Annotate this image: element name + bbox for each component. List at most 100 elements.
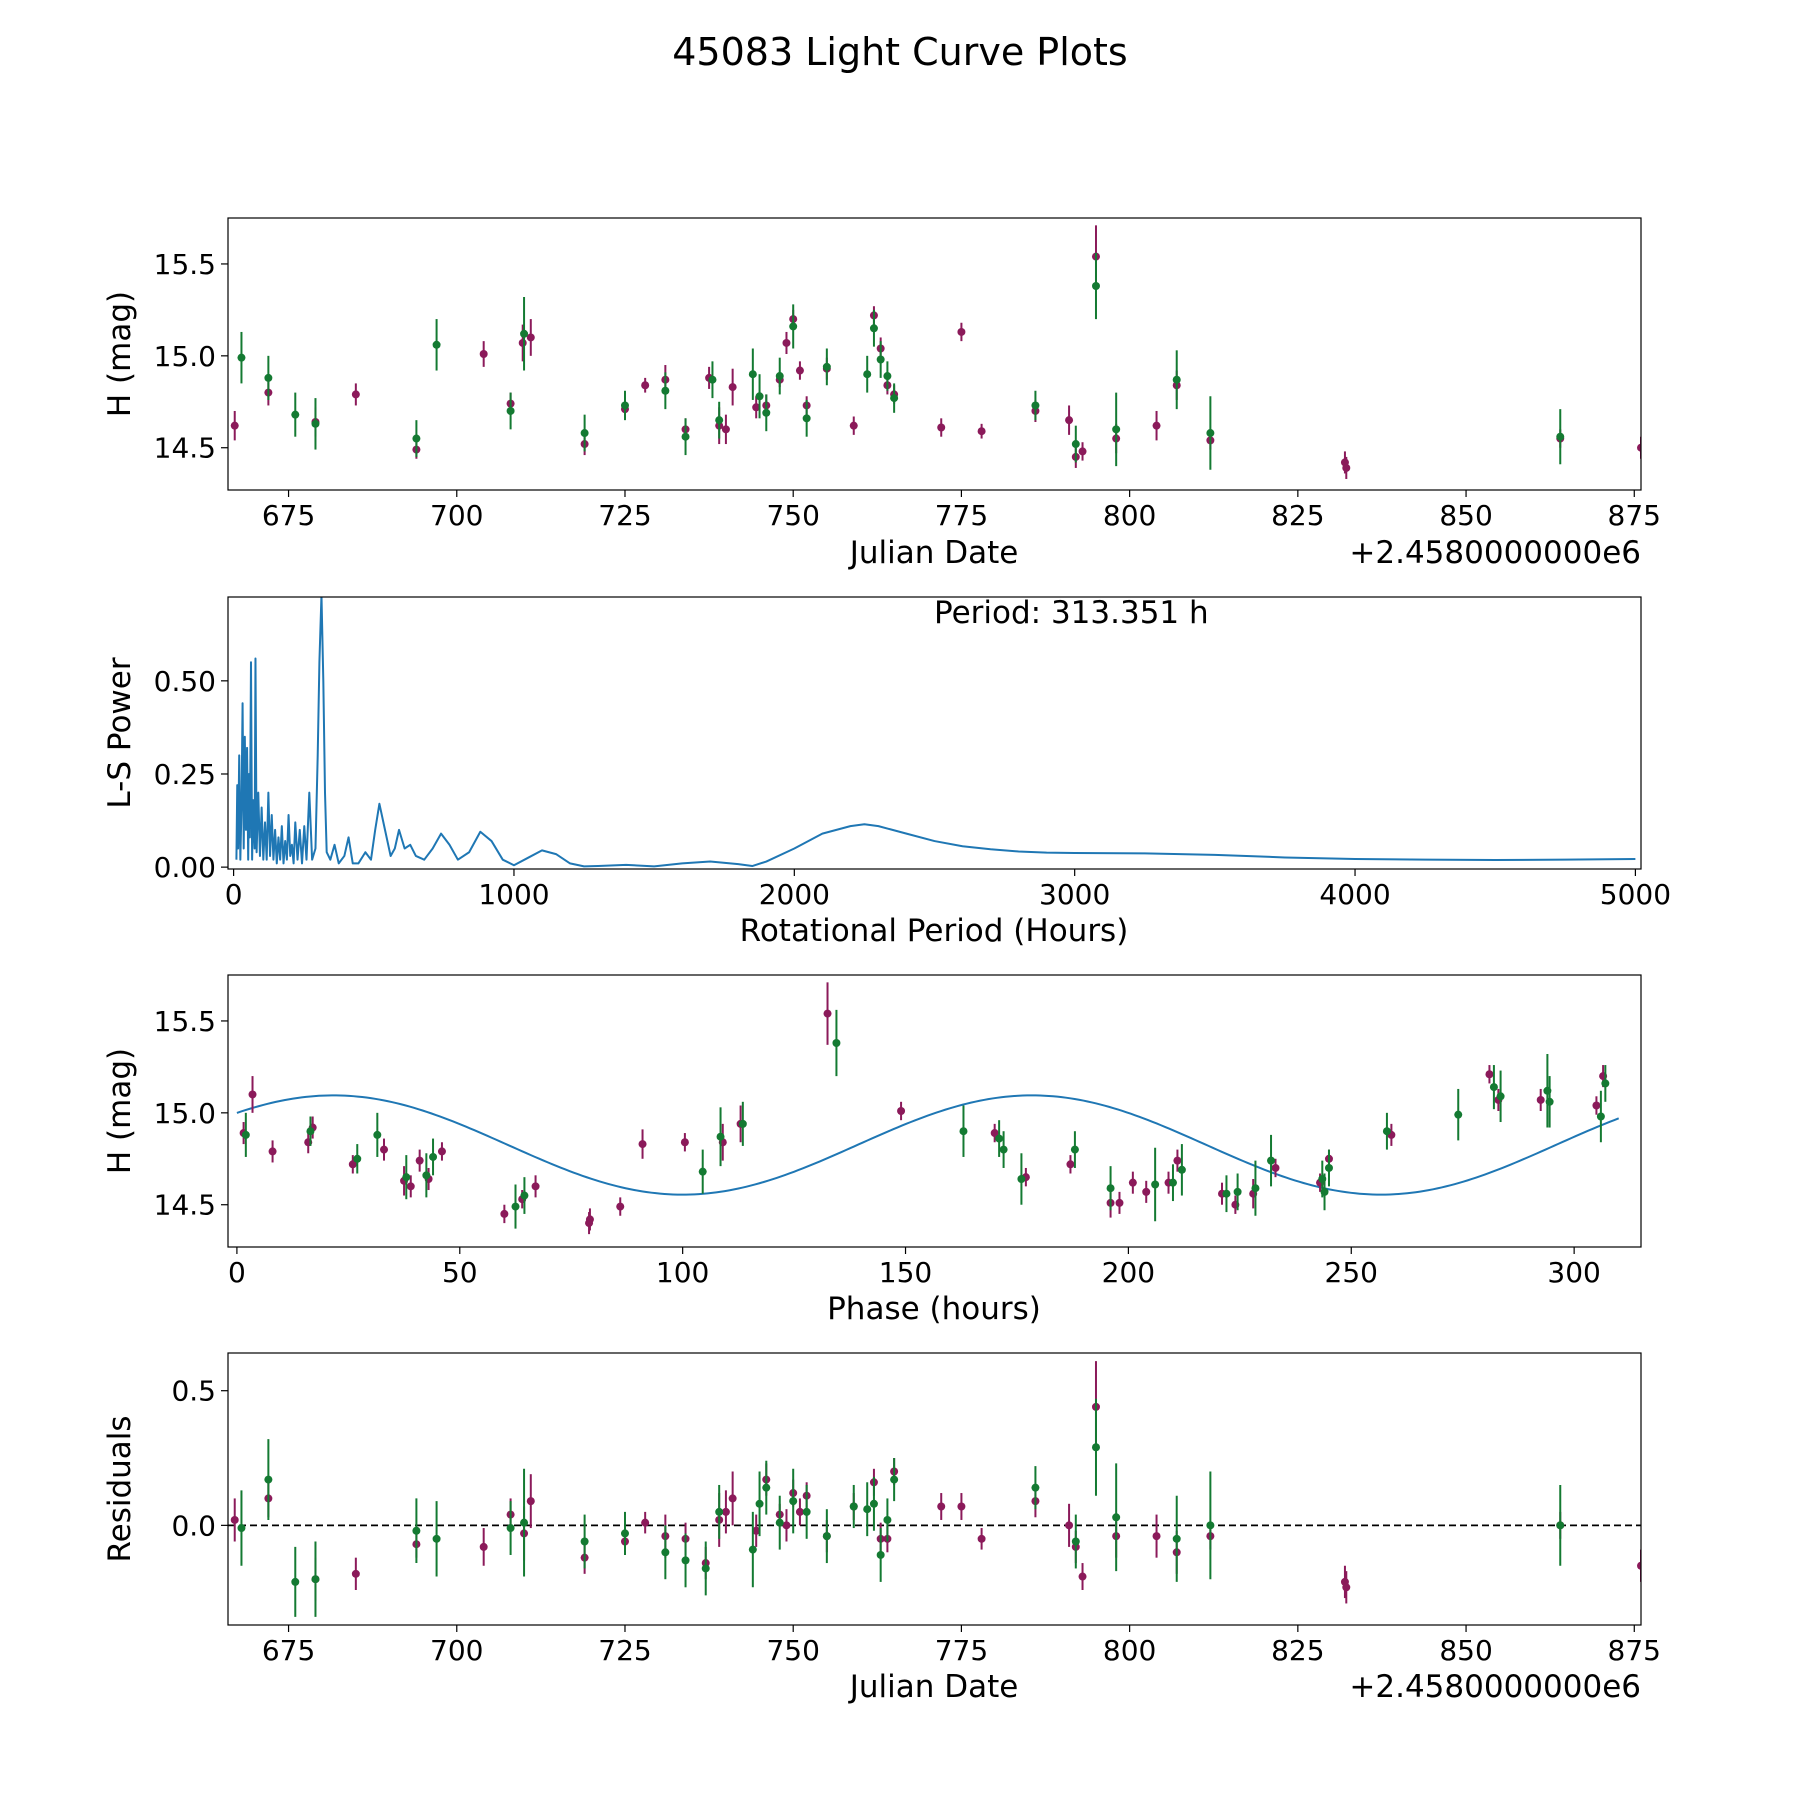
light-curve-data-point xyxy=(775,372,784,381)
phased-curve-data-point xyxy=(268,1147,277,1156)
light-curve-axes-frame xyxy=(227,217,1642,491)
residuals-data-point xyxy=(883,1515,892,1524)
residuals-panel: Julian Date Residuals +2.4580000000e6 67… xyxy=(102,1352,1661,1705)
periodogram-ytick-label: 0.50 xyxy=(154,665,216,698)
phased-curve-plot-area xyxy=(236,982,1620,1235)
light-curve-ytick-label: 14.5 xyxy=(154,432,216,465)
residuals-data-point xyxy=(748,1545,757,1554)
phased-curve-data-point xyxy=(1267,1156,1276,1165)
phased-curve-data-point xyxy=(348,1160,357,1169)
periodogram-ylabel: L-S Power xyxy=(102,657,138,808)
phased-curve-data-point xyxy=(406,1182,415,1191)
residuals-data-point xyxy=(795,1507,804,1516)
periodogram-power-line xyxy=(235,597,1636,868)
light-curve-data-point xyxy=(620,401,629,410)
phased-curve-data-point xyxy=(990,1129,999,1138)
phased-curve-data-point xyxy=(1324,1163,1333,1172)
phased-curve-data-point xyxy=(1489,1083,1498,1092)
periodogram-ytick-label: 0.25 xyxy=(154,758,216,791)
phased-curve-data-point xyxy=(353,1154,362,1163)
residuals-data-point xyxy=(264,1475,273,1484)
phased-curve-data-point xyxy=(1128,1178,1137,1187)
figure-title: 45083 Light Curve Plots xyxy=(672,30,1127,74)
residuals-data-point xyxy=(1065,1521,1074,1530)
residuals-xlabel: Julian Date xyxy=(848,1669,1019,1705)
periodogram-xtick-label: 4000 xyxy=(1319,878,1390,911)
periodogram-axes-frame xyxy=(227,596,1642,870)
light-curve-data-point xyxy=(1065,416,1074,425)
phased-curve-data-point xyxy=(638,1140,647,1149)
phased-curve-data-point xyxy=(585,1215,594,1224)
phased-curve-data-point xyxy=(616,1202,625,1211)
residuals-xtick-label: 850 xyxy=(1439,1634,1492,1667)
phased-curve-data-point xyxy=(1142,1187,1151,1196)
residuals-data-point xyxy=(890,1475,899,1484)
light-curve-data-point xyxy=(822,362,831,371)
residuals-data-point xyxy=(728,1494,737,1503)
phased-curve-data-point xyxy=(520,1191,529,1200)
phased-curve-xtick-label: 50 xyxy=(442,1256,478,1289)
light-curve-xtick-label: 875 xyxy=(1608,499,1661,532)
light-curve-plot-area xyxy=(230,225,1641,479)
light-curve-data-point xyxy=(264,373,273,382)
light-curve-data-point xyxy=(1637,443,1641,452)
phased-curve-data-point xyxy=(511,1202,520,1211)
phased-curve-data-point xyxy=(380,1145,389,1154)
periodogram-xlabel: Rotational Period (Hours) xyxy=(740,913,1129,949)
residuals-data-point xyxy=(506,1524,515,1533)
light-curve-data-point xyxy=(520,329,529,338)
residuals-data-point xyxy=(230,1515,239,1524)
light-curve-data-point xyxy=(518,338,527,347)
residuals-data-point xyxy=(755,1499,764,1508)
residuals-xtick-label: 725 xyxy=(598,1634,651,1667)
light-curve-data-point xyxy=(863,370,872,379)
light-curve-xtick-label: 725 xyxy=(598,499,651,532)
phased-curve-data-point xyxy=(1320,1187,1329,1196)
residuals-xtick-label: 700 xyxy=(430,1634,483,1667)
phased-curve-data-point xyxy=(832,1039,841,1047)
phased-curve-data-point xyxy=(716,1132,725,1141)
residuals-data-point xyxy=(1078,1572,1087,1581)
residuals-data-point xyxy=(752,1526,761,1535)
residuals-data-point xyxy=(432,1534,441,1543)
residuals-xtick-label: 775 xyxy=(935,1634,988,1667)
residuals-xtick-label: 825 xyxy=(1271,1634,1324,1667)
residuals-data-point xyxy=(822,1532,831,1541)
residuals-data-point xyxy=(782,1521,791,1530)
light-curve-data-point xyxy=(883,372,892,381)
phased-curve-data-point xyxy=(897,1107,906,1115)
light-curve-data-point xyxy=(748,370,757,379)
light-curve-data-point xyxy=(1206,429,1215,438)
residuals-data-point xyxy=(863,1505,872,1514)
light-curve-data-point xyxy=(782,338,791,347)
phased-curve-data-point xyxy=(429,1152,438,1161)
light-curve-data-point xyxy=(802,414,811,423)
phased-curve-data-point xyxy=(415,1156,424,1165)
light-curve-data-point xyxy=(957,327,966,336)
light-curve-data-point xyxy=(977,427,986,436)
light-curve-xtick-label: 775 xyxy=(935,499,988,532)
light-curve-data-point xyxy=(661,386,670,395)
phased-curve-data-point xyxy=(680,1138,689,1147)
phased-curve-data-point xyxy=(1496,1092,1505,1101)
light-curve-data-point xyxy=(1556,432,1565,441)
phased-curve-data-point xyxy=(1536,1095,1545,1104)
residuals-data-point xyxy=(412,1526,421,1535)
residuals-data-point xyxy=(237,1524,246,1533)
periodogram-xtick-label: 1000 xyxy=(478,878,549,911)
light-curve-data-point xyxy=(1112,425,1121,434)
phased-curve-xtick-label: 200 xyxy=(1102,1256,1155,1289)
phased-curve-data-point xyxy=(1545,1097,1554,1106)
light-curve-data-point xyxy=(580,429,589,438)
phased-curve-xtick-label: 300 xyxy=(1547,1256,1600,1289)
residuals-data-point xyxy=(789,1497,798,1506)
phased-curve-data-point xyxy=(437,1147,446,1156)
light-curve-data-point xyxy=(762,408,771,417)
residuals-data-point xyxy=(715,1507,724,1516)
periodogram-xtick-label: 2000 xyxy=(759,878,830,911)
light-curve-data-point xyxy=(890,394,899,403)
residuals-data-point xyxy=(721,1507,730,1516)
light-curve-data-point xyxy=(1342,463,1351,472)
phased-curve-data-point xyxy=(1596,1112,1605,1121)
phased-curve-data-point xyxy=(306,1127,315,1136)
